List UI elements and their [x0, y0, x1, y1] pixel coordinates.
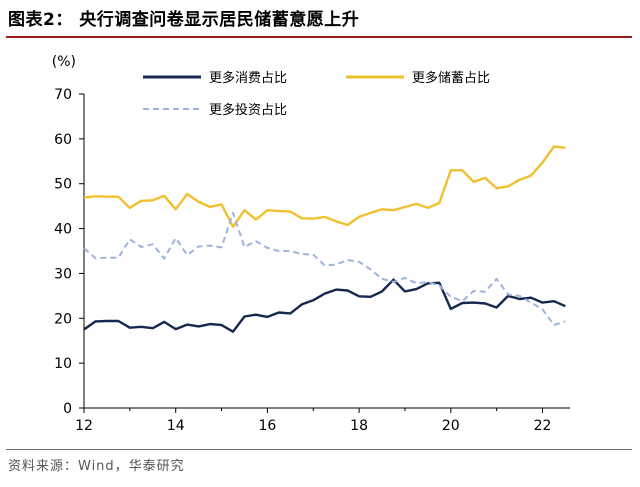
source-note: 资料来源：Wind，华泰研究 [8, 459, 185, 474]
y-tick-label: 60 [54, 132, 72, 148]
x-tick-label: 12 [75, 418, 93, 434]
y-tick-label: 0 [63, 401, 72, 417]
line-chart: (%) 0 10 20 30 40 50 60 70 12 14 16 18 20 22 更多消费占比 更多储… [52, 54, 570, 434]
y-tick-label: 50 [54, 177, 72, 193]
legend-label-1: 更多消费占比 [209, 70, 287, 86]
x-tick-label: 14 [167, 418, 185, 434]
y-tick-label: 20 [54, 311, 72, 327]
x-tick-label: 20 [442, 418, 460, 434]
y-tick-label: 10 [54, 356, 72, 372]
x-tick-label: 22 [534, 418, 552, 434]
legend-label-3: 更多投资占比 [209, 102, 287, 118]
y-tick-label: 30 [54, 266, 72, 282]
x-tick-label: 18 [350, 418, 368, 434]
plot-area [83, 145, 566, 333]
title-divider [6, 36, 632, 38]
source-divider [6, 449, 632, 450]
legend-label-2: 更多储蓄占比 [412, 70, 490, 86]
series-line-2 [83, 145, 566, 229]
y-tick-label: 40 [54, 222, 72, 238]
x-tick-label: 16 [258, 418, 276, 434]
series-line-1 [83, 278, 566, 333]
chart-title: 图表2： 央行调查问卷显示居民储蓄意愿上升 [8, 10, 360, 30]
y-unit-label: (%) [52, 54, 76, 70]
y-tick-label: 70 [54, 87, 72, 103]
chart-axes: (%) 0 10 20 30 40 50 60 70 12 14 16 18 20 22 [52, 54, 570, 434]
series-line-3 [83, 211, 566, 326]
